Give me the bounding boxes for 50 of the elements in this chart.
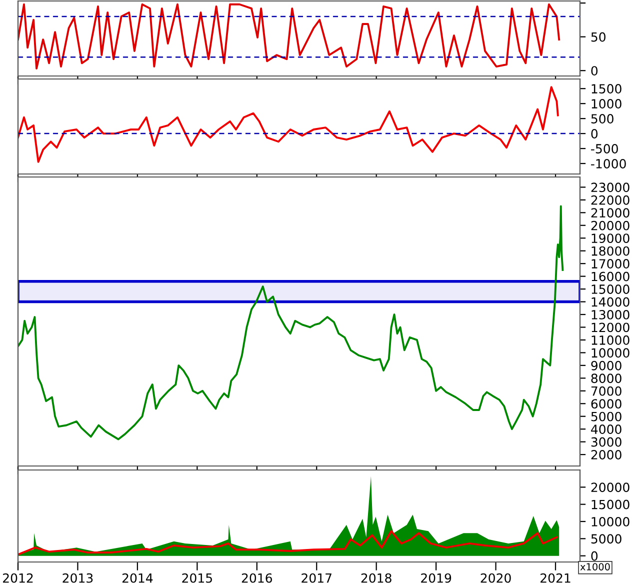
y-tick-label: 6000 [591, 399, 622, 409]
y-tick-label: 8000 [591, 374, 622, 384]
x-tick-label: 2020 [480, 573, 511, 583]
y-tick-label: 15000 [592, 284, 630, 294]
y-tick-label: 10000 [592, 516, 630, 526]
y-tick-label: 16000 [592, 272, 630, 282]
y-tick-label: 14000 [592, 297, 630, 307]
y-tick-label: 2000 [591, 450, 622, 460]
y-tick-label: 50 [591, 32, 606, 42]
y-tick-label: 4000 [591, 424, 622, 434]
y-tick-label: 12000 [592, 322, 630, 332]
y-tick-label: 1500 [592, 84, 622, 94]
y-tick-label: 18000 [592, 246, 630, 256]
y-tick-label: 3000 [591, 437, 622, 447]
y-tick-label: 5000 [591, 412, 622, 422]
y-tick-label: 15000 [592, 500, 630, 510]
line-series [18, 205, 564, 440]
x-tick-label: 2021 [540, 573, 570, 583]
text: x1000 [580, 563, 610, 570]
y-tick-label: -500 [591, 144, 618, 154]
y-tick-label: 22000 [591, 195, 630, 205]
y-tick-label: 0 [591, 129, 598, 138]
line-series [18, 86, 559, 163]
y-tick-label: 23000 [591, 182, 630, 192]
line-series [18, 530, 558, 556]
y-tick-label: 1000 [592, 99, 622, 108]
y-tick-label: -1000 [591, 158, 626, 168]
x-tick-label: 2017 [302, 573, 332, 583]
x-tick-label: 2015 [182, 573, 212, 583]
y-tick-label: 10000 [592, 348, 630, 358]
x-tick-label: 2018 [361, 573, 392, 583]
x-tick-label: 2016 [242, 573, 272, 583]
x-tick-label: 2013 [62, 573, 93, 583]
y-tick-label: 19000 [592, 234, 630, 244]
x-tick-label: 2014 [122, 573, 153, 583]
y-tick-label: 20000 [591, 220, 630, 230]
y-tick-label: 9000 [591, 360, 622, 370]
y-tick-label: 500 [591, 114, 614, 124]
y-tick-label: 0 [591, 66, 598, 76]
y-tick-label: 7000 [591, 386, 622, 396]
y-tick-label: 11000 [592, 335, 630, 345]
x-tick-label: 2012 [3, 573, 33, 583]
y-tick-label: 0 [591, 551, 598, 561]
line-series [18, 3, 560, 70]
y-tick-label: 21000 [591, 208, 630, 218]
x-tick-label: 2019 [421, 573, 452, 583]
y-tick-label: 5000 [591, 534, 622, 544]
y-tick-label: 20000 [591, 482, 630, 492]
y-tick-label: 17000 [592, 259, 630, 268]
y-tick-label: 13000 [592, 310, 630, 320]
